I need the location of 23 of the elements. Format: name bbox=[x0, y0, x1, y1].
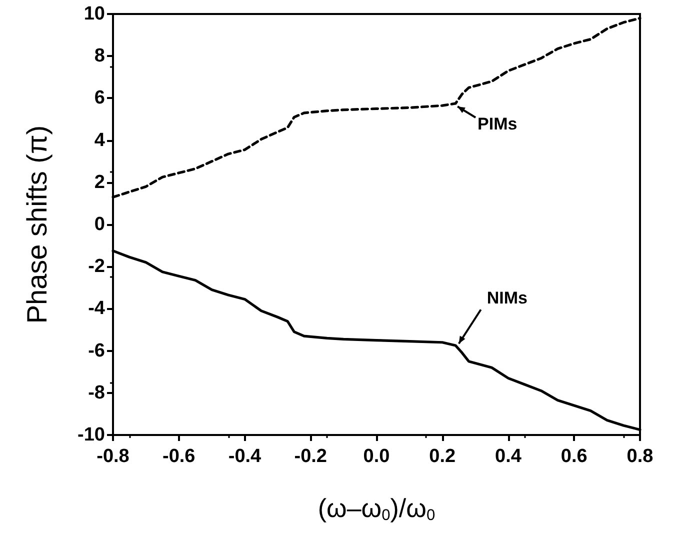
y-tick-label: 6 bbox=[94, 88, 105, 109]
x-tick-label: 0.8 bbox=[626, 446, 654, 467]
y-tick-label: -8 bbox=[88, 382, 105, 404]
y-tick-label: -6 bbox=[88, 340, 105, 362]
x-tick-label: 0.6 bbox=[560, 446, 588, 467]
annotation: PIMs bbox=[478, 114, 518, 134]
x-tick-label: 0.0 bbox=[363, 446, 390, 467]
y-tick-label: 0 bbox=[94, 214, 105, 235]
x-tick-label: -0.6 bbox=[162, 446, 196, 467]
x-tick-label: -0.2 bbox=[294, 446, 327, 467]
y-tick-label: 10 bbox=[84, 4, 105, 24]
y-tick-label: 8 bbox=[94, 46, 105, 67]
y-axis-title: Phase shifts (π) bbox=[22, 125, 52, 324]
x-tick-label: -0.4 bbox=[228, 446, 262, 467]
x-tick-label: -0.8 bbox=[96, 446, 130, 467]
x-tick-label: 0.4 bbox=[495, 446, 522, 467]
y-tick-label: 4 bbox=[94, 130, 106, 151]
y-tick-label: 2 bbox=[94, 172, 105, 193]
y-tick-label: -4 bbox=[88, 298, 106, 320]
y-tick-label: -10 bbox=[78, 424, 105, 446]
annotation: NIMs bbox=[486, 288, 528, 308]
x-tick-label: 0.2 bbox=[429, 446, 456, 467]
y-tick-label: -2 bbox=[88, 256, 105, 278]
